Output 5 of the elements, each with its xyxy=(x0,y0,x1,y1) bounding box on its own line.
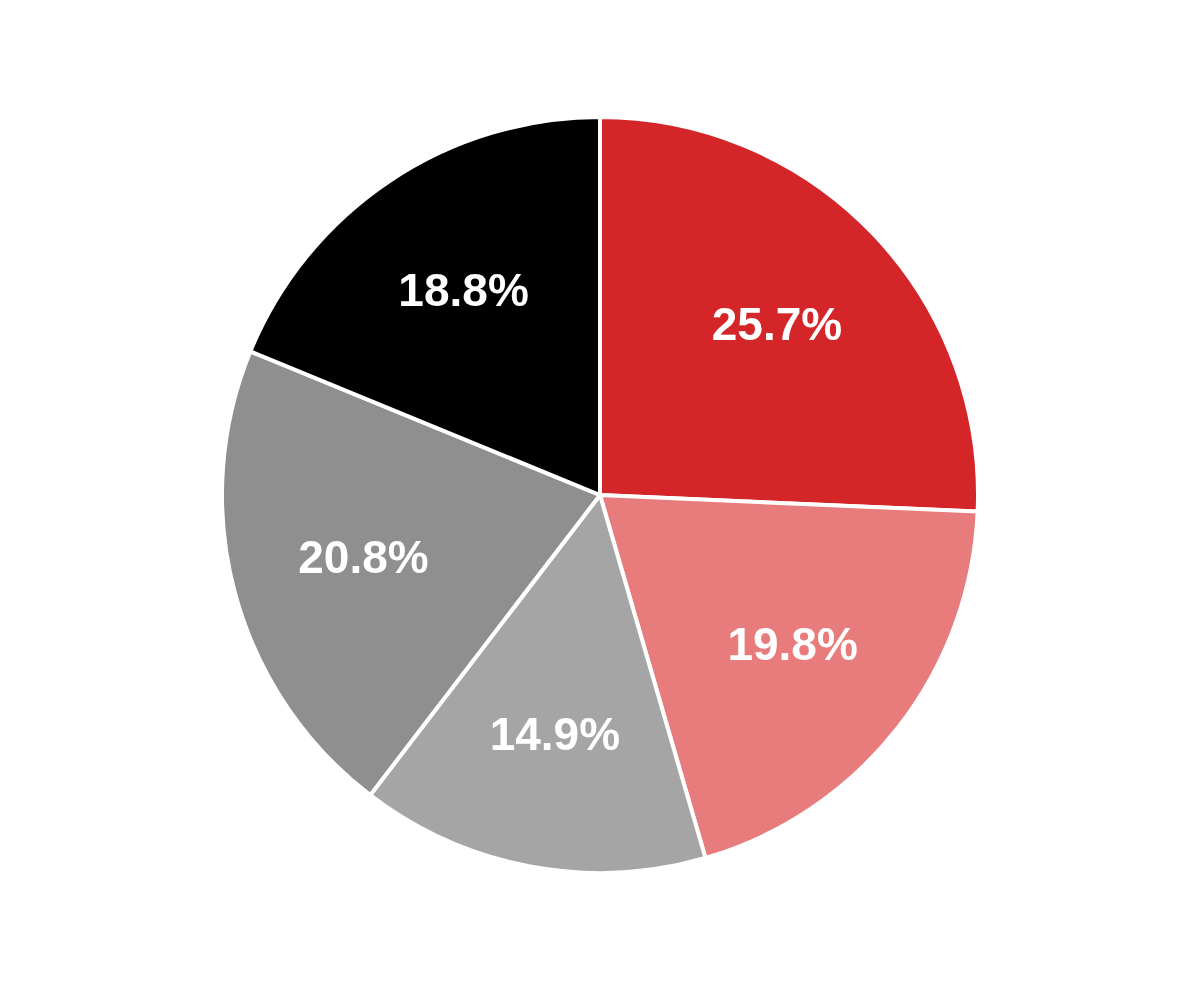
data-label: 25.7% xyxy=(711,297,843,350)
data-label: 20.8% xyxy=(298,530,429,583)
data-label: 18.8% xyxy=(398,263,529,316)
data-label: 14.9% xyxy=(489,707,621,760)
data-label: 19.8% xyxy=(727,618,858,671)
